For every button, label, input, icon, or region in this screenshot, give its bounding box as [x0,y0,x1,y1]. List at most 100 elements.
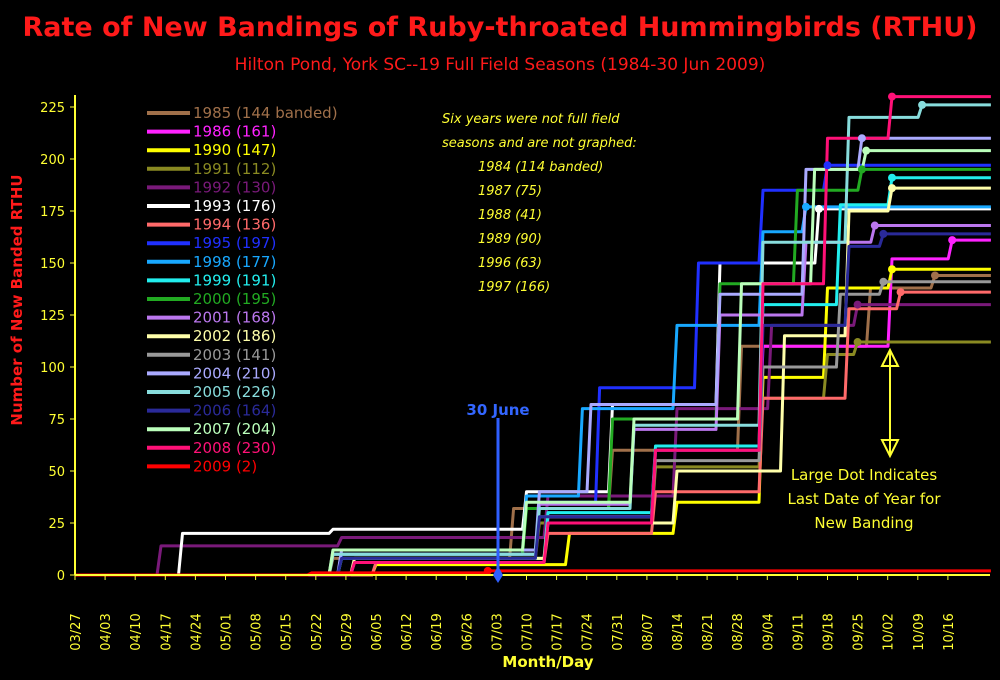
last-banding-dot-1995 [823,161,832,170]
legend-count: (141) [231,346,276,364]
x-tick-label: 05/01 [220,613,235,650]
legend-year: 2001 [193,309,231,327]
legend-year: 1991 [193,160,231,178]
legend-count: (161) [231,123,276,141]
last-banding-dot-1991 [853,338,862,347]
dot-annotation-3: New Banding [814,514,913,532]
x-tick-label: 04/17 [159,613,174,650]
legend-count: (130) [231,178,276,196]
last-banding-dot-1999 [888,173,896,182]
not-graphed-year: 1989 (90) [478,232,542,247]
legend-count: (191) [231,271,276,289]
legend-year: 2000 [193,290,231,308]
series-line-1990 [75,267,991,577]
series-line-2005 [75,103,991,577]
last-banding-dot-2001 [870,221,879,230]
x-tick-label: 07/31 [611,613,626,650]
legend-count: (230) [231,439,276,457]
legend-count: (195) [231,290,276,308]
legend-year: 1993 [193,197,231,215]
x-tick-label: 06/12 [400,613,415,650]
legend-year: 1992 [193,178,231,196]
x-tick-label: 09/25 [852,613,867,650]
x-tick-label: 09/11 [791,613,806,650]
dot-annotation-1: Large Dot Indicates [791,466,938,484]
legend-year: 1998 [193,253,231,271]
y-tick-label: 150 [40,257,65,272]
legend-year: 2002 [193,327,231,345]
x-tick-label: 06/19 [430,613,445,650]
x-tick-label: 07/10 [521,613,536,650]
legend-year: 1990 [193,141,231,159]
x-tick-label: 05/29 [340,613,355,650]
y-tick-label: 0 [57,569,65,584]
legend-year: 1995 [193,234,231,252]
y-tick-label: 100 [40,361,65,376]
not-graphed-year: 1988 (41) [478,208,542,223]
legend-entry-1990: 1990 (147) [193,141,276,159]
legend-year: 2004 [193,364,231,382]
last-banding-dot-1998 [802,202,810,211]
legend-entry-1993: 1993 (176) [193,197,276,215]
note-heading-1: Six years were not full field [442,112,620,127]
not-graphed-year: 1997 (166) [478,280,550,295]
legend-year: 2009 [193,457,231,475]
legend-entry-2003: 2003 (141) [193,346,276,364]
x-tick-label: 10/02 [882,613,897,650]
last-banding-dot-1986 [948,236,957,245]
series-line-2008 [75,95,991,577]
last-banding-dot-1992 [853,300,862,309]
x-tick-label: 04/24 [189,613,204,650]
legend-count: (136) [231,216,276,234]
x-tick-label: 10/16 [942,613,957,650]
last-banding-dot-1993 [814,204,823,213]
legend-entry-2006: 2006 (164) [193,402,276,420]
legend-entry-2004: 2004 (210) [193,364,276,382]
legend-count: (197) [231,234,276,252]
legend-year: 1986 [193,123,231,141]
legend-entry-1991: 1991 (112) [193,160,276,178]
y-tick-label: 175 [40,205,65,220]
last-banding-dot-2007 [862,146,871,155]
legend-entry-2000: 2000 (195) [193,290,276,308]
last-banding-dot-1985 [931,271,939,280]
x-tick-label: 07/17 [551,613,566,650]
x-axis-label: Month/Day [502,653,593,671]
legend-entry-2009: 2009 (2) [193,457,257,475]
y-axis-label: Number of New Banded RTHU [8,174,26,425]
last-banding-dot-2000 [857,165,866,174]
last-banding-dot-2005 [918,100,927,109]
legend-entry-1992: 1992 (130) [193,178,276,196]
y-tick-label: 75 [48,413,65,428]
last-banding-dot-2008 [888,92,896,101]
legend-year: 2005 [193,383,231,401]
x-tick-label: 08/28 [731,613,746,650]
x-tick-label: 03/27 [69,613,84,650]
legend-entry-2007: 2007 (204) [193,420,276,438]
y-tick-label: 25 [48,517,65,532]
legend-count: (177) [231,253,276,271]
legend-entry-1999: 1999 (191) [193,271,276,289]
y-tick-label: 225 [40,101,65,116]
legend-year: 2008 [193,439,231,457]
note-heading-2: seasons and are not graphed: [442,136,637,151]
x-tick-label: 06/26 [460,613,475,650]
x-tick-label: 05/08 [250,613,265,650]
last-banding-dot-2004 [857,134,866,143]
chart-title: Rate of New Bandings of Ruby-throated Hu… [22,12,978,43]
legend-count: (147) [231,141,276,159]
last-banding-dot-1990 [888,265,896,274]
june-30-label: 30 June [466,401,529,419]
legend-count: (164) [231,402,276,420]
legend-year: 1999 [193,271,231,289]
legend-year: 2006 [193,402,231,420]
x-tick-label: 07/24 [581,613,596,650]
x-tick-label: 08/21 [701,613,716,650]
legend-count: (2) [231,457,257,475]
legend-count: (112) [231,160,276,178]
last-banding-dot-2002 [888,184,896,193]
not-graphed-year: 1987 (75) [478,184,542,199]
legend-entry-1994: 1994 (136) [193,216,276,234]
y-tick-label: 200 [40,153,65,168]
x-tick-label: 06/05 [370,613,385,650]
